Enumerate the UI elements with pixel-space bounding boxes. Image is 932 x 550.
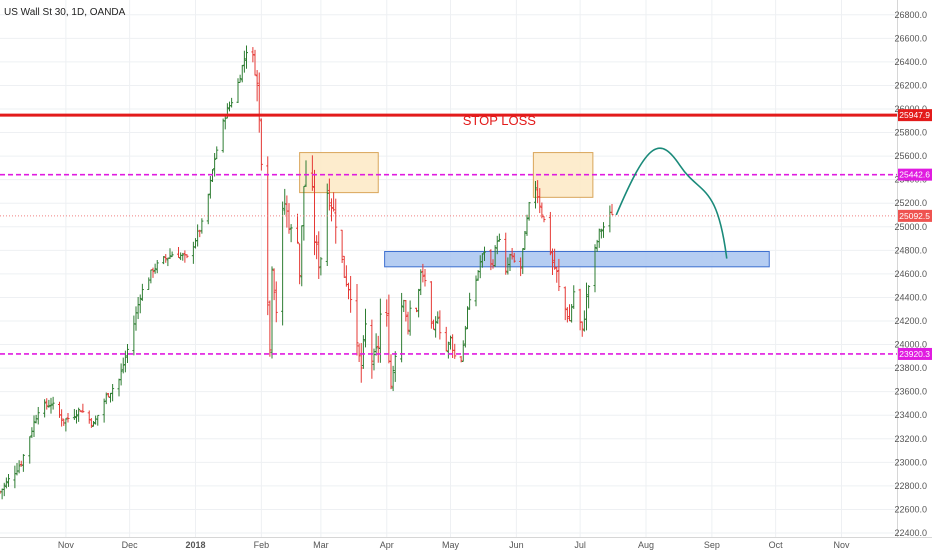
y-tick-label: 26600.0 bbox=[894, 33, 927, 43]
y-tick-label: 26400.0 bbox=[894, 57, 927, 67]
y-tick-label: 26800.0 bbox=[894, 10, 927, 20]
y-tick-label: 23400.0 bbox=[894, 410, 927, 420]
y-tick-label: 22400.0 bbox=[894, 528, 927, 538]
ohlc-bars bbox=[0, 45, 614, 500]
y-tick-label: 25000.0 bbox=[894, 222, 927, 232]
y-tick-label: 24000.0 bbox=[894, 340, 927, 350]
time-axis[interactable]: Nov Dec 2018 Feb Mar Apr May Jun Jul Aug Sep Oct Nov bbox=[58, 540, 850, 550]
x-tick-label: Jul bbox=[574, 540, 586, 550]
price-tag-1 bbox=[898, 168, 932, 181]
x-tick-label: Feb bbox=[254, 540, 270, 550]
projection-layer bbox=[615, 147, 728, 259]
horizontal-lines bbox=[0, 113, 897, 355]
x-tick-label: Aug bbox=[638, 540, 654, 550]
price-tag-label-0: 25947.9 bbox=[899, 110, 930, 120]
grid-layer bbox=[0, 0, 897, 537]
price-axis[interactable]: 22400.0 22600.0 22800.0 23000.0 23200.0 23400… bbox=[894, 10, 927, 538]
chart-title: US Wall St 30, 1D, OANDA bbox=[4, 7, 126, 18]
x-tick-label: Mar bbox=[313, 540, 329, 550]
y-tick-label: 24800.0 bbox=[894, 245, 927, 255]
y-tick-label: 23000.0 bbox=[894, 457, 927, 467]
y-tick-label: 25800.0 bbox=[894, 128, 927, 138]
x-tick-label: Oct bbox=[769, 540, 784, 550]
y-tick-label: 24200.0 bbox=[894, 316, 927, 326]
y-tick-label: 26200.0 bbox=[894, 80, 927, 90]
zone-layer bbox=[299, 152, 770, 268]
x-tick-label: Jun bbox=[509, 540, 524, 550]
price-tag-label-3: 23920.3 bbox=[899, 349, 930, 359]
y-tick-label: 25200.0 bbox=[894, 198, 927, 208]
price-tags: 25947.9 25442.6 25092.5 23920.3 bbox=[898, 109, 932, 360]
x-tick-label: May bbox=[442, 540, 460, 550]
price-tag-0 bbox=[898, 109, 932, 122]
x-tick-label: Sep bbox=[704, 540, 720, 550]
y-tick-label: 26000.0 bbox=[894, 104, 927, 114]
x-tick-label: Apr bbox=[380, 540, 394, 550]
y-tick-label: 23200.0 bbox=[894, 434, 927, 444]
y-tick-label: 23600.0 bbox=[894, 387, 927, 397]
y-tick-label: 24600.0 bbox=[894, 269, 927, 279]
price-tag-3 bbox=[898, 347, 932, 360]
x-tick-label: Nov bbox=[833, 540, 850, 550]
x-tick-label: Dec bbox=[122, 540, 139, 550]
x-tick-label: Nov bbox=[58, 540, 75, 550]
x-tick-label: 2018 bbox=[185, 540, 205, 550]
projection-arc bbox=[615, 147, 728, 259]
y-tick-label: 24400.0 bbox=[894, 292, 927, 302]
price-tag-label-2: 25092.5 bbox=[899, 211, 930, 221]
y-tick-label: 25600.0 bbox=[894, 151, 927, 161]
y-tick-label: 22800.0 bbox=[894, 481, 927, 491]
stop-loss-label: STOP LOSS bbox=[463, 113, 537, 128]
zone-rect-2 bbox=[384, 251, 770, 268]
y-tick-label: 22600.0 bbox=[894, 504, 927, 514]
price-tag-label-1: 25442.6 bbox=[899, 170, 930, 180]
price-tag-2 bbox=[898, 209, 932, 222]
y-tick-label: 23800.0 bbox=[894, 363, 927, 373]
